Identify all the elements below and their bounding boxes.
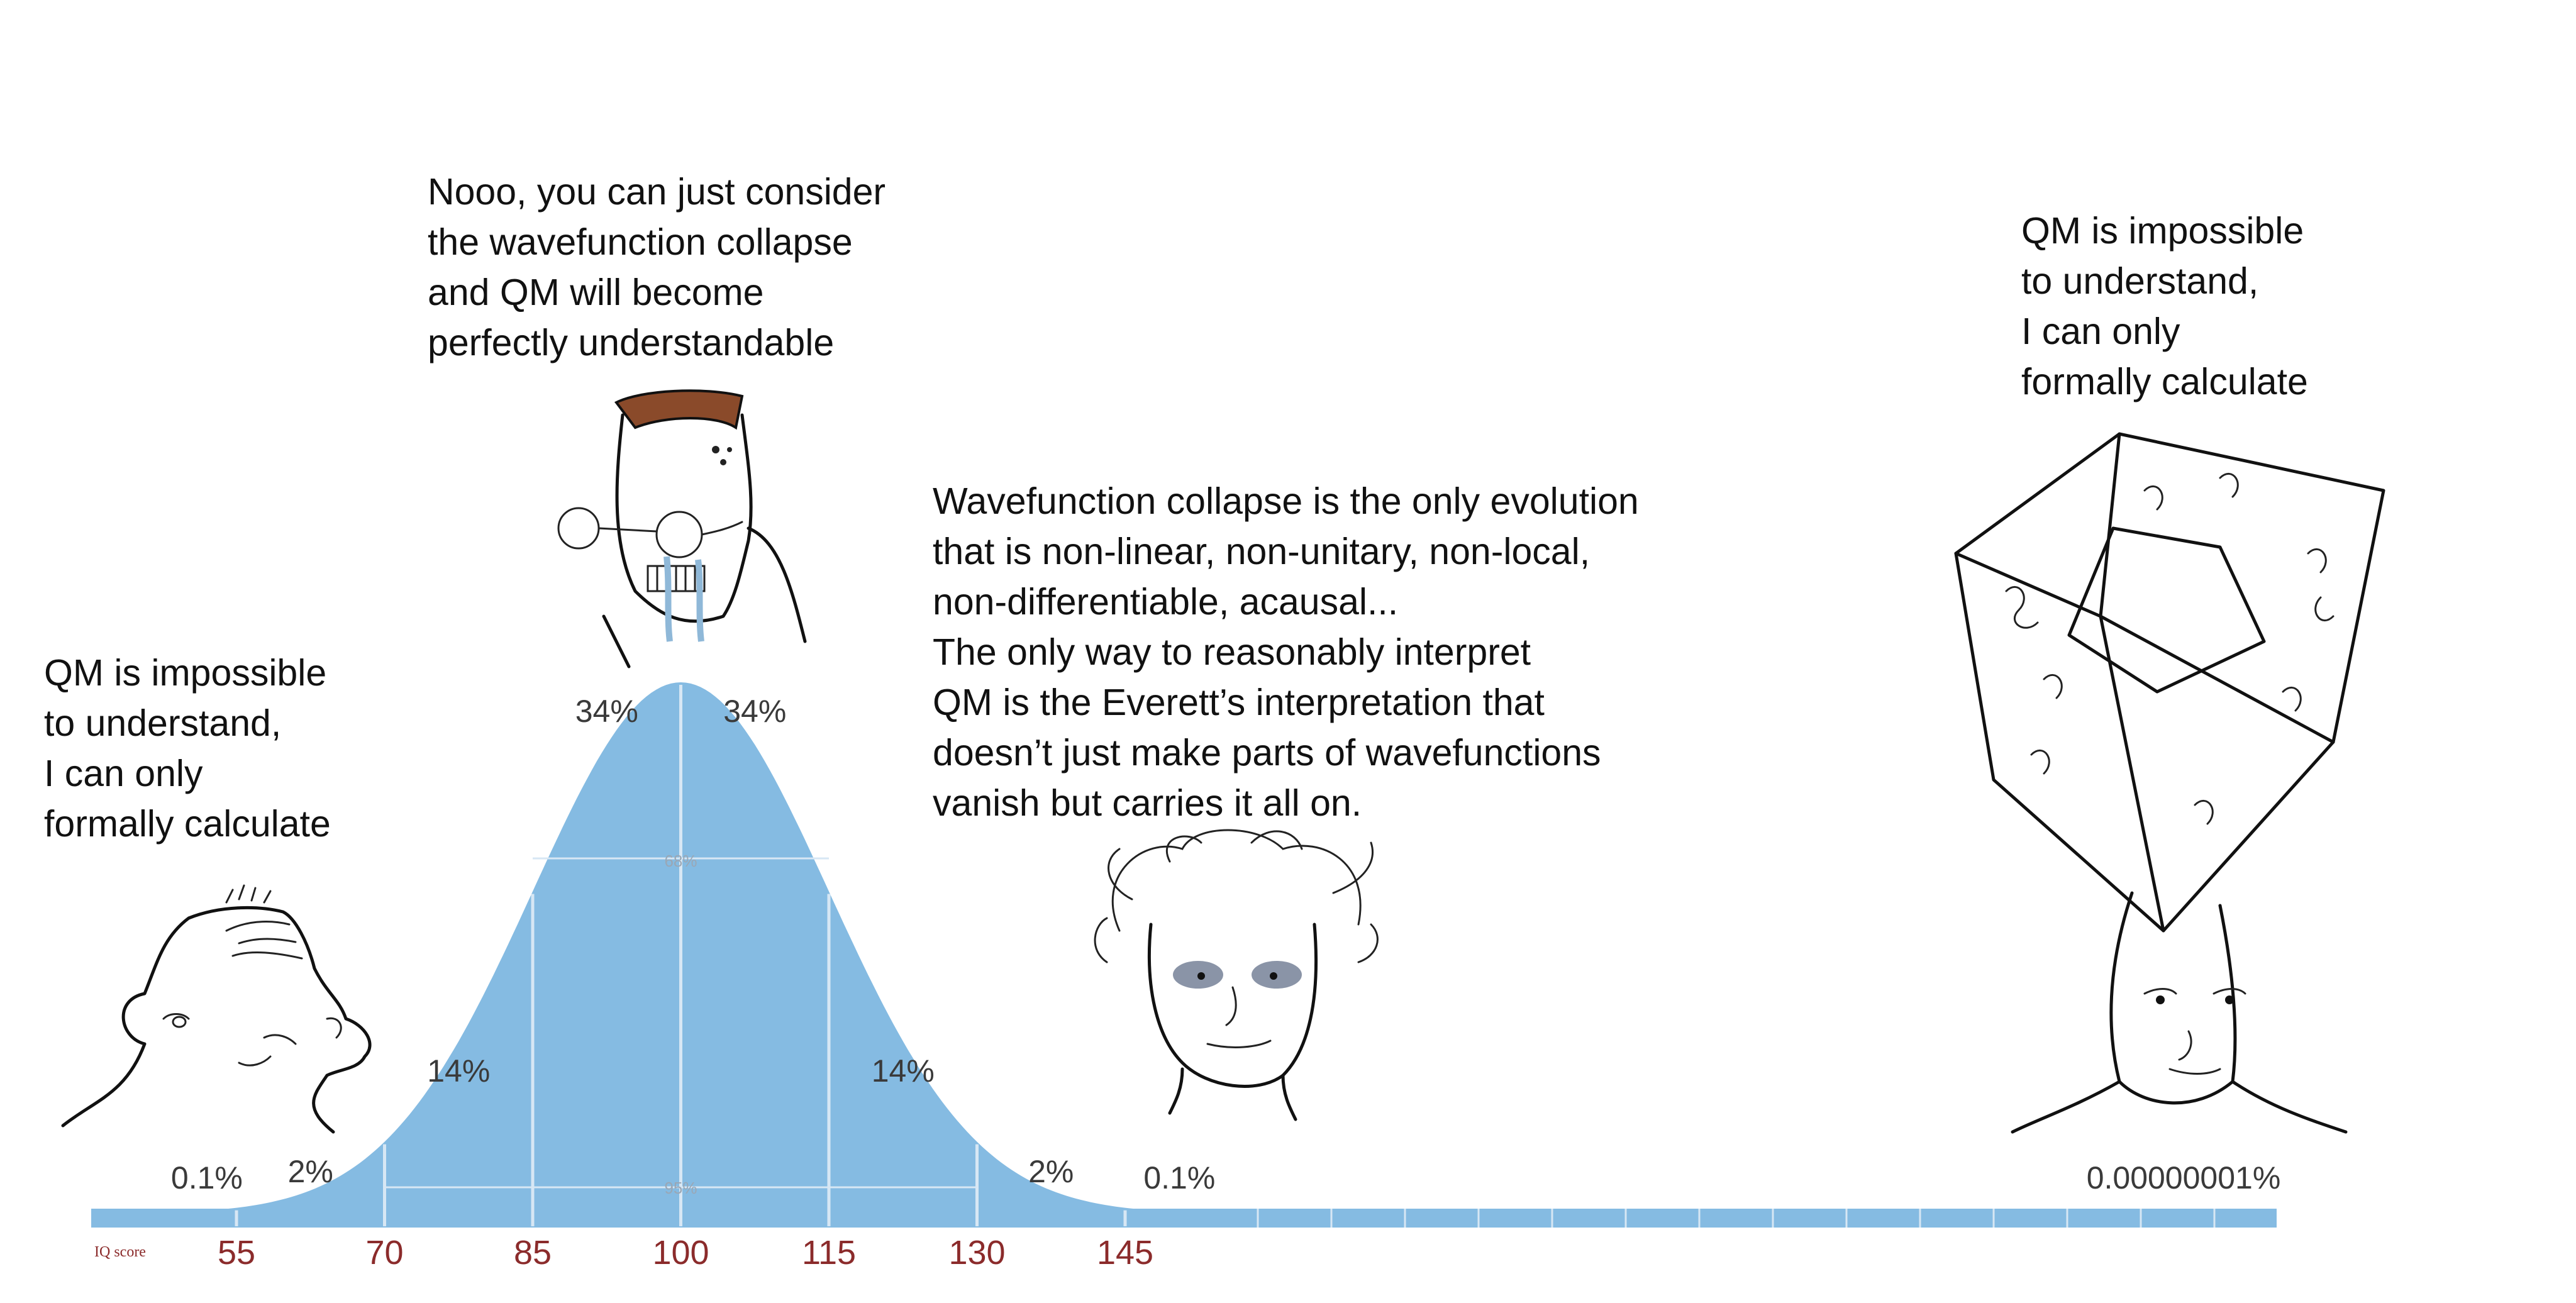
caption-line: that is non-linear, non-unitary, non-loc… xyxy=(933,531,1591,572)
caption-line: I can only xyxy=(2021,311,2180,352)
caption-line: QM is impossible xyxy=(44,652,327,694)
wojak-icon xyxy=(61,884,372,1134)
caption-left: QM is impossible to understand, I can on… xyxy=(44,648,331,849)
caption-line: and QM will become xyxy=(428,272,764,313)
band-percent-label: 2% xyxy=(1028,1154,1074,1189)
caption-line: The only way to reasonably interpret xyxy=(933,631,1531,673)
crying-nerd-wojak-icon xyxy=(557,389,807,668)
far-right-percent-label: 0.00000001% xyxy=(2087,1160,2281,1195)
caption-right: QM is impossible to understand, I can on… xyxy=(2021,206,2308,407)
tick-label: 70 xyxy=(365,1234,403,1272)
caption-line: vanish but carries it all on. xyxy=(933,782,1362,824)
caption-everett: Wavefunction collapse is the only evolut… xyxy=(933,476,1639,828)
caption-line: doesn’t just make parts of wavefunctions xyxy=(933,732,1601,773)
band-percent-label: 34% xyxy=(575,694,638,729)
inner-68-label: 68% xyxy=(664,851,697,870)
tesseract-brain-wojak-icon xyxy=(1954,432,2385,1134)
caption-line: to understand, xyxy=(44,702,282,744)
tick-label: 130 xyxy=(948,1234,1005,1272)
tick-label: 55 xyxy=(218,1234,255,1272)
tick-label: 100 xyxy=(652,1234,709,1272)
wild-haired-wojak-icon xyxy=(1094,829,1379,1121)
band-percent-label: 14% xyxy=(427,1053,490,1089)
tick-label: 145 xyxy=(1097,1234,1153,1272)
caption-line: QM is the Everett’s interpretation that xyxy=(933,682,1545,723)
curve-layer xyxy=(91,682,2277,1228)
tick-label: 115 xyxy=(802,1234,856,1272)
band-percent-label: 0.1% xyxy=(1143,1160,1215,1195)
caption-line: Wavefunction collapse is the only evolut… xyxy=(933,480,1639,522)
band-percent-label: 0.1% xyxy=(171,1160,243,1195)
tick-label: 85 xyxy=(514,1234,552,1272)
caption-line: to understand, xyxy=(2021,260,2259,302)
band-percent-label: 2% xyxy=(288,1154,333,1189)
caption-line: the wavefunction collapse xyxy=(428,221,853,263)
caption-line: formally calculate xyxy=(2021,361,2308,402)
caption-line: I can only xyxy=(44,753,203,794)
caption-line: formally calculate xyxy=(44,803,331,845)
label-layer: 68% 95% 0.1% 2% 14% 34% 34% 14% 2% 0.1% 0.00000001… xyxy=(94,694,2280,1272)
caption-midwit: Nooo, you can just consider the wavefunc… xyxy=(428,167,886,368)
caption-line: perfectly understandable xyxy=(428,322,835,363)
x-axis-label: IQ score xyxy=(94,1244,146,1260)
caption-line: non-differentiable, acausal... xyxy=(933,581,1399,623)
band-percent-label: 14% xyxy=(872,1053,935,1089)
inner-95-label: 95% xyxy=(664,1178,697,1197)
band-percent-label: 34% xyxy=(723,694,786,729)
caption-line: Nooo, you can just consider xyxy=(428,171,886,213)
caption-line: QM is impossible xyxy=(2021,210,2304,252)
